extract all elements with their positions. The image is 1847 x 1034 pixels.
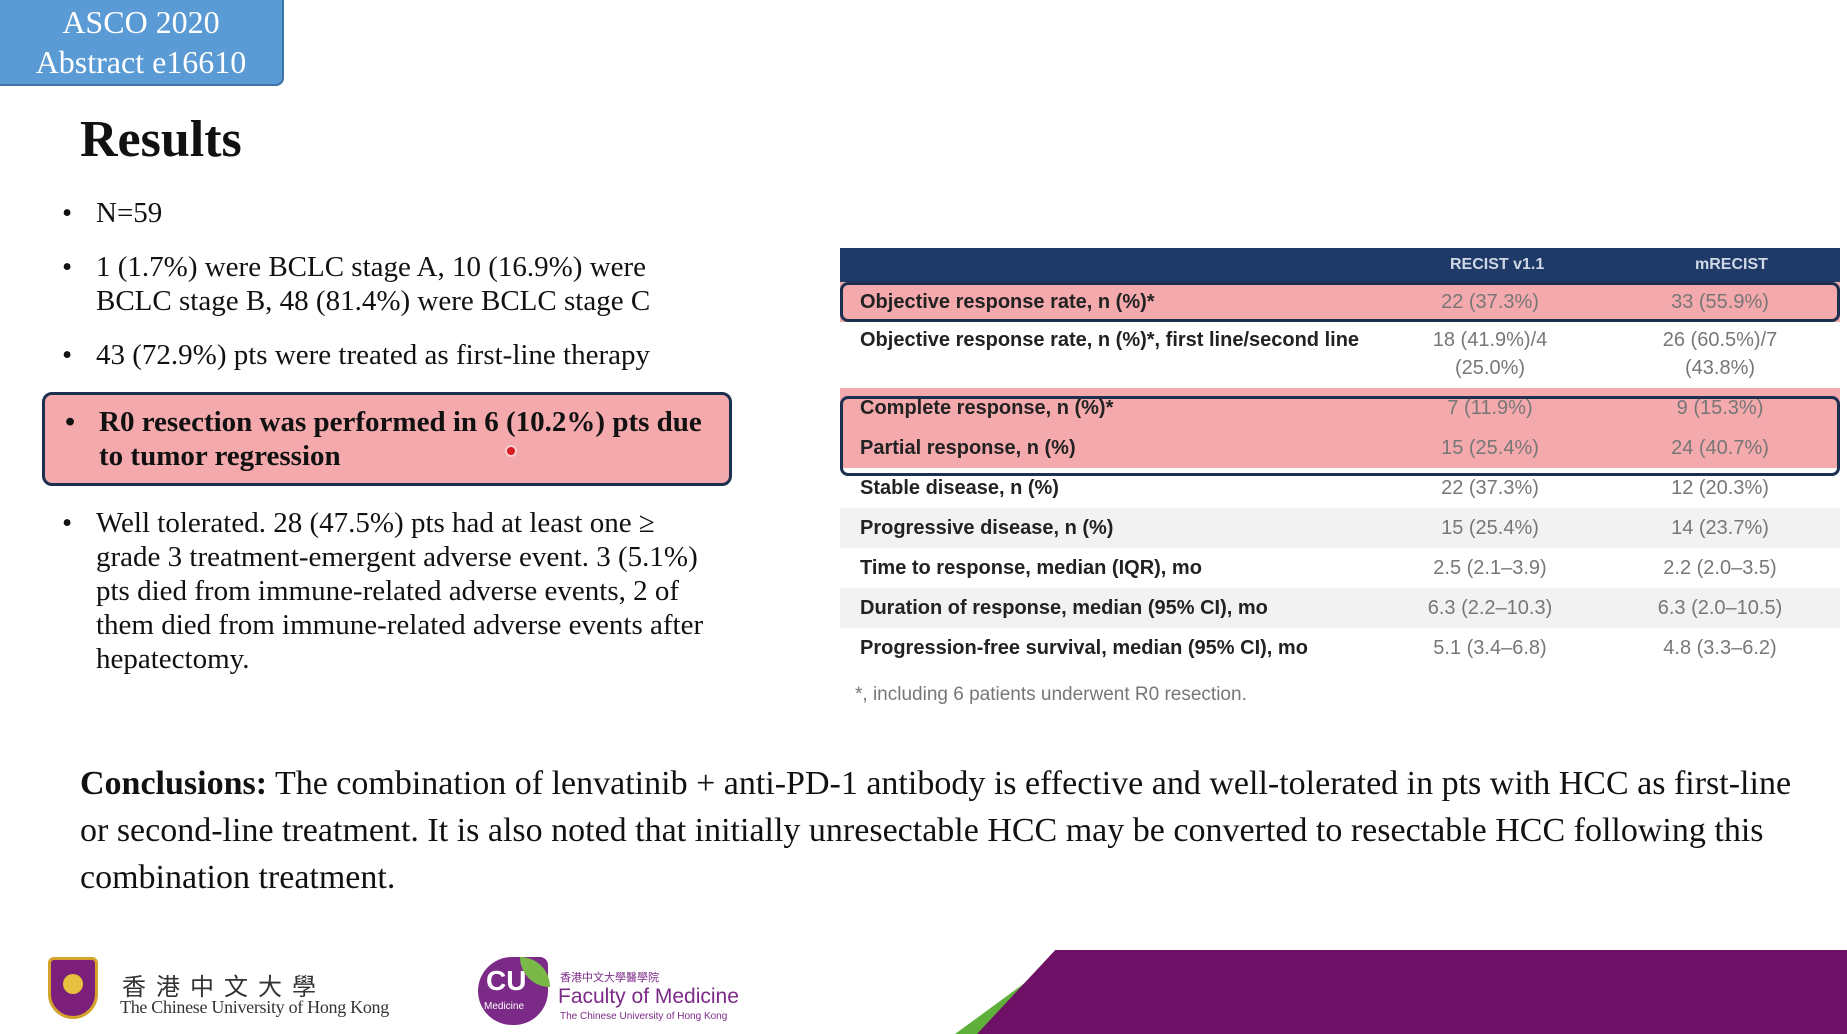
table-row: Partial response, n (%) 15 (25.4%) 24 (4… [840, 428, 1840, 468]
bullet-dot: • [62, 197, 73, 229]
cu-logo-text: CU [486, 965, 527, 996]
faculty-university-name: The Chinese University of Hong Kong [560, 1011, 728, 1022]
recist-value: 2.5 (2.1–3.9) [1433, 557, 1547, 579]
faculty-name-english: Faculty of Medicine [558, 985, 739, 1008]
bullet-text: R0 resection was performed in 6 (10.2%) … [99, 406, 702, 472]
row-label: Partial response, n (%) [860, 437, 1076, 459]
conclusions-text: The combination of lenvatinib + anti-PD-… [80, 765, 1792, 896]
mrecist-value: 2.2 (2.0–3.5) [1663, 557, 1777, 579]
cu-logo-subtext: Medicine [484, 1001, 525, 1012]
row-label: Complete response, n (%)* [860, 397, 1114, 419]
header-cell-mrecist: mRECIST [1695, 256, 1768, 273]
bullet-dot: • [62, 251, 73, 283]
table-row: Stable disease, n (%) 22 (37.3%) 12 (20.… [840, 468, 1840, 508]
recist-value: 15 (25.4%) [1441, 437, 1539, 459]
recist-value: 18 (41.9%)/4 (25.0%) [1432, 329, 1548, 379]
table-footnote: *, including 6 patients underwent R0 res… [855, 684, 1247, 705]
recist-value: 22 (37.3%) [1441, 477, 1539, 499]
mrecist-value: 12 (20.3%) [1671, 477, 1769, 499]
bullet-dot: • [62, 339, 73, 371]
row-label: Duration of response, median (95% CI), m… [860, 597, 1268, 619]
row-label: Progressive disease, n (%) [860, 517, 1114, 539]
results-bullet-list: • N=59 • 1 (1.7%) were BCLC stage A, 10 … [42, 196, 732, 696]
conclusions-paragraph: Conclusions: The combination of lenvatin… [80, 760, 1800, 901]
mrecist-value: 6.3 (2.0–10.5) [1657, 597, 1783, 619]
conclusions-lead: Conclusions: [80, 765, 268, 802]
cuhk-crest-icon [48, 957, 98, 1019]
table-row: Progression-free survival, median (95% C… [840, 628, 1840, 668]
highlighted-bullet-item: • R0 resection was performed in 6 (10.2%… [42, 392, 732, 486]
mrecist-value: 14 (23.7%) [1671, 517, 1769, 539]
mrecist-value: 4.8 (3.3–6.2) [1663, 637, 1777, 659]
table-row: Objective response rate, n (%)* 22 (37.3… [840, 282, 1840, 322]
bullet-text: 43 (72.9%) pts were treated as first-lin… [96, 339, 651, 371]
recist-value: 7 (11.9%) [1447, 397, 1533, 419]
bullet-dot: • [62, 507, 73, 539]
response-table: RECIST v1.1 mRECIST Objective response r… [840, 248, 1840, 668]
faculty-name-chinese: 香港中文大學醫學院 [560, 972, 659, 984]
mrecist-value: 24 (40.7%) [1671, 437, 1769, 459]
bullet-item: • N=59 [60, 196, 710, 230]
page-title: Results [80, 111, 242, 168]
badge-line-2: Abstract e16610 [35, 44, 247, 80]
row-label: Time to response, median (IQR), mo [860, 557, 1202, 579]
conference-badge: ASCO 2020 Abstract e16610 [0, 0, 284, 86]
row-label: Objective response rate, n (%)*, first l… [860, 329, 1360, 351]
bullet-text: Well tolerated. 28 (47.5%) pts had at le… [96, 507, 704, 675]
recist-value: 22 (37.3%) [1441, 291, 1539, 313]
recist-value: 15 (25.4%) [1441, 517, 1539, 539]
footer-banner: 香港中文大學 The Chinese University of Hong Ko… [0, 945, 1847, 1034]
table-row: Objective response rate, n (%)*, first l… [840, 322, 1840, 388]
cuhk-name-english: The Chinese University of Hong Kong [120, 997, 389, 1017]
row-label: Objective response rate, n (%)* [860, 291, 1155, 313]
bullet-item: • 43 (72.9%) pts were treated as first-l… [60, 338, 710, 372]
footer-purple-band [977, 950, 1847, 1034]
bullet-item: • Well tolerated. 28 (47.5%) pts had at … [60, 506, 710, 676]
bullet-text: N=59 [96, 197, 163, 229]
mrecist-value: 26 (60.5%)/7 (43.8%) [1662, 329, 1778, 379]
cuhk-name-chinese: 香港中文大學 [122, 975, 326, 1001]
mrecist-value: 33 (55.9%) [1671, 291, 1769, 313]
bullet-dot: • [65, 406, 76, 438]
row-label: Progression-free survival, median (95% C… [860, 637, 1308, 659]
recist-value: 6.3 (2.2–10.3) [1427, 597, 1553, 619]
pointer-dot [505, 445, 517, 457]
recist-value: 5.1 (3.4–6.8) [1433, 637, 1547, 659]
table-row: Complete response, n (%)* 7 (11.9%) 9 (1… [840, 388, 1840, 428]
badge-line-1: ASCO 2020 [62, 4, 220, 40]
table-row: Progressive disease, n (%) 15 (25.4%) 14… [840, 508, 1840, 548]
table-row: Time to response, median (IQR), mo 2.5 (… [840, 548, 1840, 588]
table-row: Duration of response, median (95% CI), m… [840, 588, 1840, 628]
row-label: Stable disease, n (%) [860, 477, 1059, 499]
bullet-item: • 1 (1.7%) were BCLC stage A, 10 (16.9%)… [60, 250, 710, 318]
mrecist-value: 9 (15.3%) [1676, 397, 1764, 419]
bullet-text: 1 (1.7%) were BCLC stage A, 10 (16.9%) w… [96, 251, 651, 317]
table-header: RECIST v1.1 mRECIST [840, 248, 1840, 282]
header-cell-recist: RECIST v1.1 [1450, 256, 1545, 273]
